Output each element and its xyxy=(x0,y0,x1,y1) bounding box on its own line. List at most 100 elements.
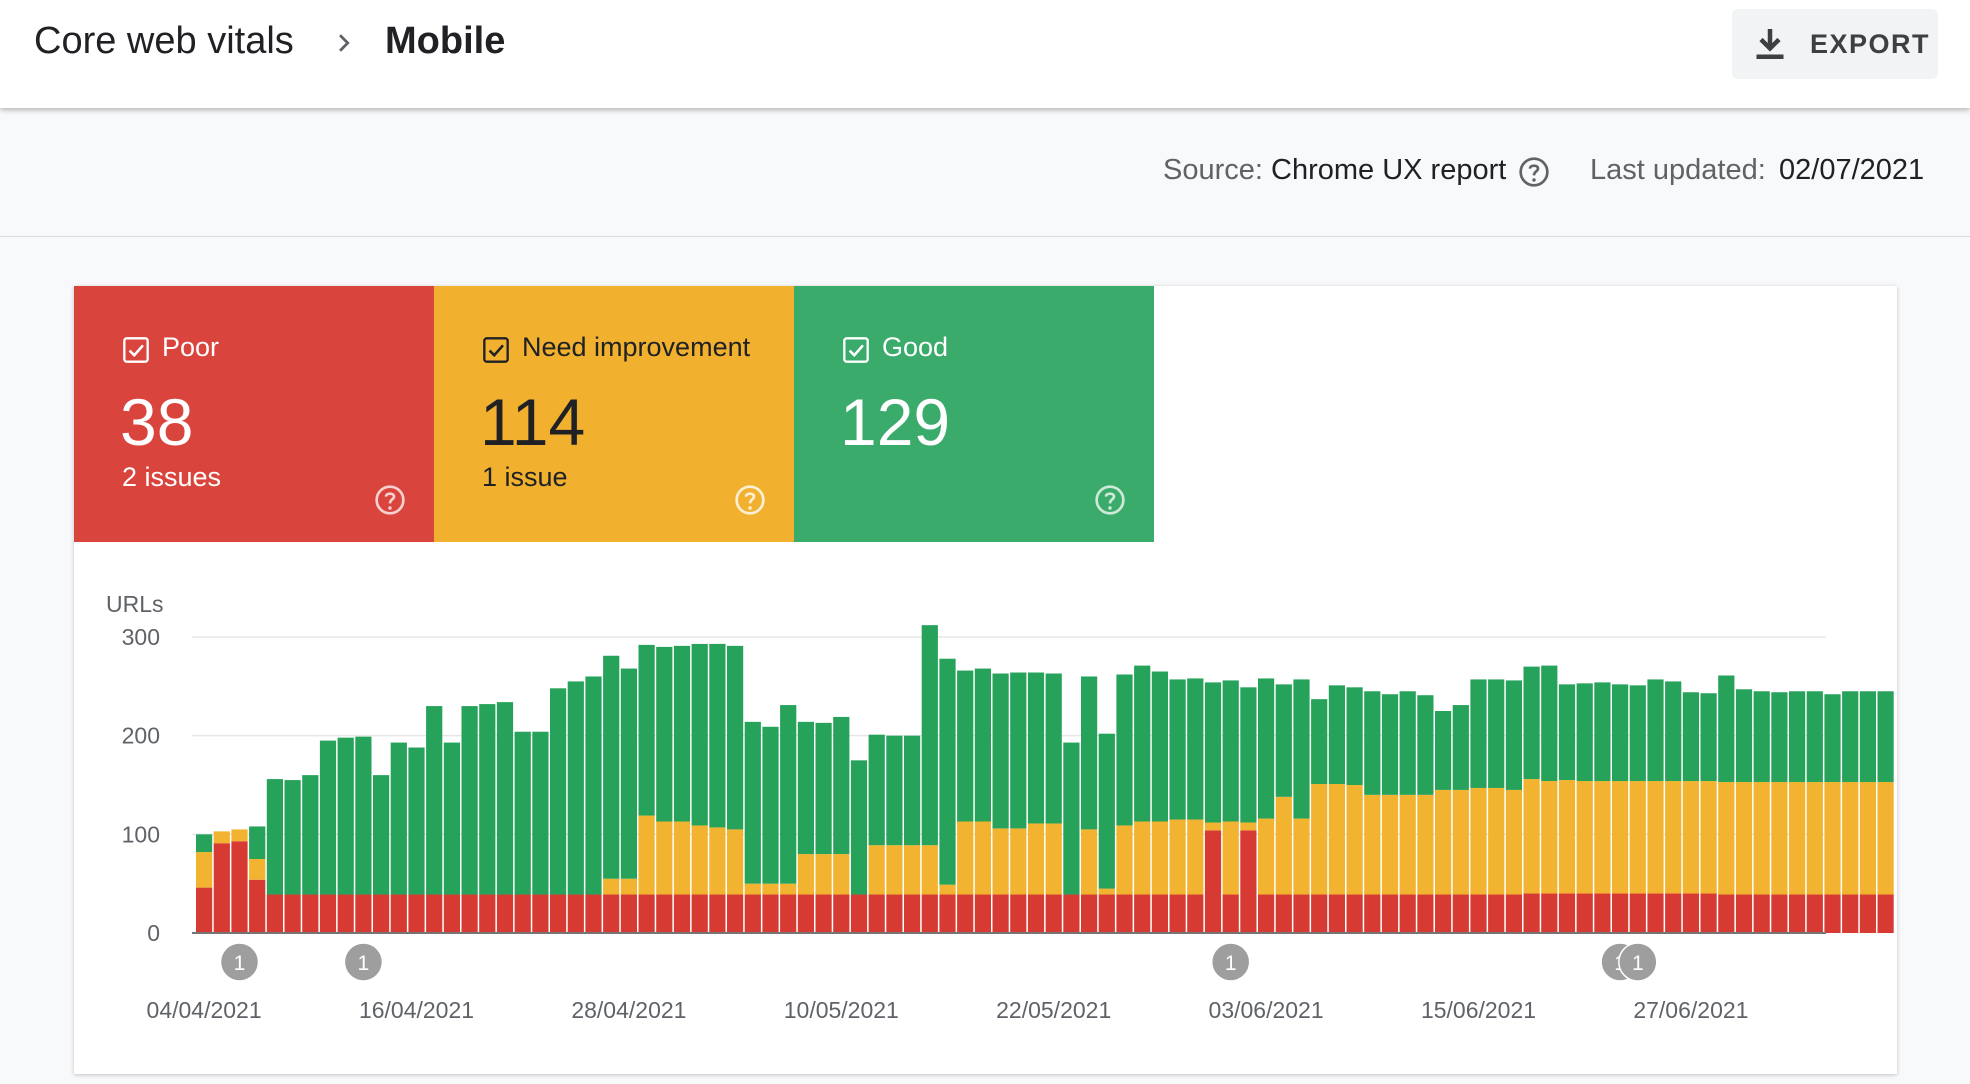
bar-need-improvement[interactable] xyxy=(1576,781,1593,894)
bar-good[interactable] xyxy=(691,643,708,826)
bar-poor[interactable] xyxy=(780,894,797,933)
bar-good[interactable] xyxy=(620,668,637,879)
bar-good[interactable] xyxy=(1346,687,1363,785)
bar-poor[interactable] xyxy=(408,894,425,933)
bar-poor[interactable] xyxy=(443,894,460,933)
bar-need-improvement[interactable] xyxy=(868,845,885,895)
bar-need-improvement[interactable] xyxy=(1222,821,1239,895)
bar-poor[interactable] xyxy=(1381,894,1399,933)
bar-need-improvement[interactable] xyxy=(1700,781,1717,894)
bar-good[interactable] xyxy=(408,747,425,895)
bar-poor[interactable] xyxy=(727,894,744,933)
bar-poor[interactable] xyxy=(1045,894,1062,933)
bar-need-improvement[interactable] xyxy=(1877,782,1894,895)
bar-need-improvement[interactable] xyxy=(1629,781,1646,894)
bar-good[interactable] xyxy=(1435,711,1452,790)
bar-need-improvement[interactable] xyxy=(1169,819,1186,895)
bar-poor[interactable] xyxy=(585,894,602,933)
bar-poor[interactable] xyxy=(1647,893,1664,933)
bar-poor[interactable] xyxy=(992,894,1009,933)
checkbox-checked-icon[interactable] xyxy=(122,336,150,364)
bar-good[interactable] xyxy=(550,688,567,895)
bar-good[interactable] xyxy=(797,721,814,855)
bar-poor[interactable] xyxy=(1169,894,1186,933)
bar-poor[interactable] xyxy=(904,894,921,933)
bar-need-improvement[interactable] xyxy=(1789,782,1806,895)
bar-poor[interactable] xyxy=(957,894,974,933)
bar-good[interactable] xyxy=(461,706,478,895)
bar-poor[interactable] xyxy=(1576,893,1593,933)
bar-poor[interactable] xyxy=(673,894,691,933)
bar-poor[interactable] xyxy=(1842,894,1859,933)
bar-good[interactable] xyxy=(638,644,655,816)
bar-need-improvement[interactable] xyxy=(1134,821,1151,895)
bar-need-improvement[interactable] xyxy=(1505,789,1522,895)
bar-need-improvement[interactable] xyxy=(974,821,991,895)
bar-good[interactable] xyxy=(426,706,443,895)
bar-poor[interactable] xyxy=(833,894,850,933)
bar-need-improvement[interactable] xyxy=(992,828,1009,895)
bar-good[interactable] xyxy=(1134,665,1151,822)
tile-poor[interactable]: Poor 38 2 issues xyxy=(74,286,434,542)
bar-good[interactable] xyxy=(744,721,761,884)
bar-good[interactable] xyxy=(1240,687,1257,823)
bar-good[interactable] xyxy=(1806,691,1823,783)
bar-good[interactable] xyxy=(196,834,213,853)
bar-poor[interactable] xyxy=(1010,894,1027,933)
bar-need-improvement[interactable] xyxy=(1293,818,1310,895)
bar-good[interactable] xyxy=(939,658,956,885)
bar-poor[interactable] xyxy=(1505,894,1522,933)
bar-poor[interactable] xyxy=(213,843,230,933)
bar-good[interactable] xyxy=(957,670,974,822)
bar-need-improvement[interactable] xyxy=(1488,787,1505,895)
bar-good[interactable] xyxy=(1381,694,1399,795)
bar-good[interactable] xyxy=(1098,733,1115,889)
bar-good[interactable] xyxy=(1081,676,1098,830)
bar-need-improvement[interactable] xyxy=(1558,780,1576,894)
help-circle-icon[interactable] xyxy=(734,484,766,516)
bar-good[interactable] xyxy=(850,760,868,895)
bar-good[interactable] xyxy=(974,668,991,822)
bar-need-improvement[interactable] xyxy=(1275,796,1292,895)
bar-need-improvement[interactable] xyxy=(780,883,797,895)
bar-need-improvement[interactable] xyxy=(904,845,921,895)
bar-need-improvement[interactable] xyxy=(249,859,266,880)
bar-good[interactable] xyxy=(1275,684,1292,797)
bar-poor[interactable] xyxy=(1293,894,1310,933)
bar-need-improvement[interactable] xyxy=(1806,782,1823,895)
tile-need-improvement[interactable]: Need improvement 114 1 issue xyxy=(434,286,794,542)
bar-good[interactable] xyxy=(496,702,514,895)
bar-good[interactable] xyxy=(1789,691,1806,783)
breadcrumb-root[interactable]: Core web vitals xyxy=(34,20,294,62)
bar-need-improvement[interactable] xyxy=(762,883,779,895)
bar-poor[interactable] xyxy=(1435,894,1452,933)
bar-poor[interactable] xyxy=(461,894,478,933)
bar-need-improvement[interactable] xyxy=(1594,781,1611,894)
bar-good[interactable] xyxy=(1222,680,1239,822)
bar-good[interactable] xyxy=(1612,684,1629,782)
bar-need-improvement[interactable] xyxy=(939,884,956,895)
bar-need-improvement[interactable] xyxy=(1470,787,1487,895)
bar-poor[interactable] xyxy=(1417,894,1434,933)
bar-need-improvement[interactable] xyxy=(620,878,637,895)
bar-poor[interactable] xyxy=(815,894,832,933)
bar-poor[interactable] xyxy=(231,841,248,933)
bar-poor[interactable] xyxy=(603,894,620,933)
bar-poor[interactable] xyxy=(638,894,655,933)
bar-need-improvement[interactable] xyxy=(957,821,974,895)
bar-poor[interactable] xyxy=(1665,893,1682,933)
bar-need-improvement[interactable] xyxy=(1328,784,1345,895)
bar-good[interactable] xyxy=(709,643,726,828)
bar-poor[interactable] xyxy=(1594,893,1611,933)
bar-need-improvement[interactable] xyxy=(1647,781,1664,894)
bar-need-improvement[interactable] xyxy=(1523,779,1540,894)
bar-need-improvement[interactable] xyxy=(1098,888,1115,895)
bar-need-improvement[interactable] xyxy=(921,845,938,895)
bar-poor[interactable] xyxy=(1275,894,1292,933)
bar-poor[interactable] xyxy=(1116,894,1133,933)
bar-poor[interactable] xyxy=(302,894,319,933)
bar-poor[interactable] xyxy=(1151,894,1168,933)
bar-poor[interactable] xyxy=(426,894,443,933)
bar-good[interactable] xyxy=(1364,691,1381,795)
bar-need-improvement[interactable] xyxy=(603,878,620,895)
